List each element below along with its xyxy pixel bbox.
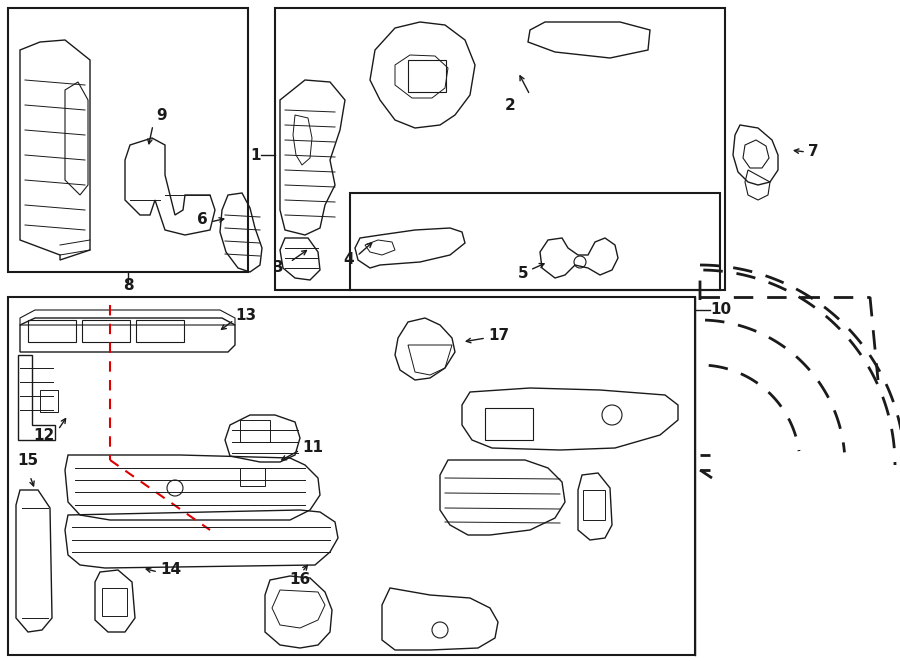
Text: 17: 17 bbox=[488, 327, 509, 342]
Bar bbox=[275, 8, 725, 290]
Text: 7: 7 bbox=[808, 145, 819, 159]
Text: 5: 5 bbox=[518, 266, 528, 282]
Text: 16: 16 bbox=[290, 572, 310, 587]
Text: 14: 14 bbox=[160, 563, 181, 578]
Bar bbox=[8, 8, 248, 272]
Text: 6: 6 bbox=[197, 212, 208, 227]
Bar bbox=[82, 320, 130, 342]
Text: 4: 4 bbox=[344, 253, 354, 268]
Bar bbox=[102, 588, 127, 616]
Text: 8: 8 bbox=[122, 278, 133, 293]
Bar bbox=[136, 320, 184, 342]
Bar bbox=[40, 390, 58, 412]
Bar bbox=[583, 490, 605, 520]
Bar bbox=[28, 320, 76, 342]
Bar bbox=[240, 468, 265, 486]
Text: 13: 13 bbox=[235, 307, 256, 323]
Text: 12: 12 bbox=[34, 428, 55, 442]
Bar bbox=[240, 420, 270, 442]
Bar bbox=[485, 408, 533, 440]
Bar bbox=[350, 193, 720, 290]
Bar bbox=[8, 297, 695, 655]
Text: 3: 3 bbox=[274, 260, 284, 274]
Text: 2: 2 bbox=[505, 98, 516, 112]
Text: 9: 9 bbox=[157, 108, 167, 122]
Text: 10: 10 bbox=[710, 303, 731, 317]
Bar bbox=[408, 60, 446, 92]
Text: 1: 1 bbox=[250, 147, 261, 163]
Text: 11: 11 bbox=[302, 440, 323, 455]
Text: 15: 15 bbox=[17, 453, 39, 468]
